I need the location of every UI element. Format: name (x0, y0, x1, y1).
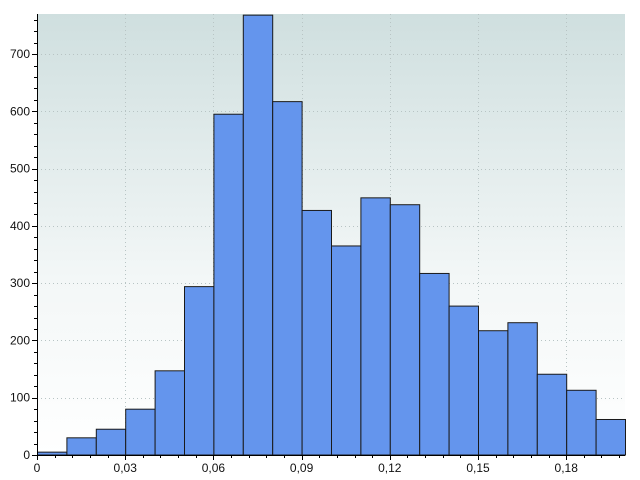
y-tick-label-7: 700 (10, 47, 30, 61)
bar-8 (272, 101, 303, 456)
bar-19 (595, 418, 626, 456)
x-tick-label-4: 0,12 (378, 461, 402, 475)
bar-9 (301, 209, 333, 456)
bar-14 (448, 305, 480, 456)
bar-16 (507, 322, 538, 456)
bars (37, 14, 626, 456)
tick-labels: 0 100 200 300 400 500 600 700 0 0,03 0,06 0,09 0,12 0… (10, 47, 578, 475)
bar-7 (242, 14, 274, 456)
x-tick-label-2: 0,06 (202, 461, 226, 475)
axes (32, 14, 625, 460)
y-tick-label-2: 200 (10, 333, 30, 347)
x-tick-label-6: 0,18 (555, 461, 579, 475)
bar-13 (419, 272, 450, 456)
y-tick-label-3: 300 (10, 276, 30, 290)
y-tick-label-0: 0 (23, 448, 30, 462)
bar-6 (213, 113, 244, 456)
x-tick-label-5: 0,15 (466, 461, 490, 475)
y-tick-label-6: 600 (10, 104, 30, 118)
bar-5 (184, 286, 215, 456)
bar-3 (125, 408, 156, 456)
x-tick-label-0: 0 (34, 461, 41, 475)
x-tick-label-3: 0,09 (290, 461, 314, 475)
x-tick-label-1: 0,03 (114, 461, 138, 475)
bar-0 (37, 451, 68, 456)
y-tick-label-5: 500 (10, 162, 30, 176)
bar-17 (536, 373, 568, 456)
bar-1 (66, 437, 97, 456)
bar-2 (95, 428, 127, 456)
bar-15 (478, 330, 509, 456)
bar-10 (331, 245, 362, 456)
bar-11 (360, 197, 391, 456)
y-tick-label-4: 400 (10, 219, 30, 233)
bar-12 (389, 204, 421, 456)
y-tick-label-1: 100 (10, 391, 30, 405)
bar-18 (566, 389, 597, 456)
bar-4 (154, 370, 186, 456)
